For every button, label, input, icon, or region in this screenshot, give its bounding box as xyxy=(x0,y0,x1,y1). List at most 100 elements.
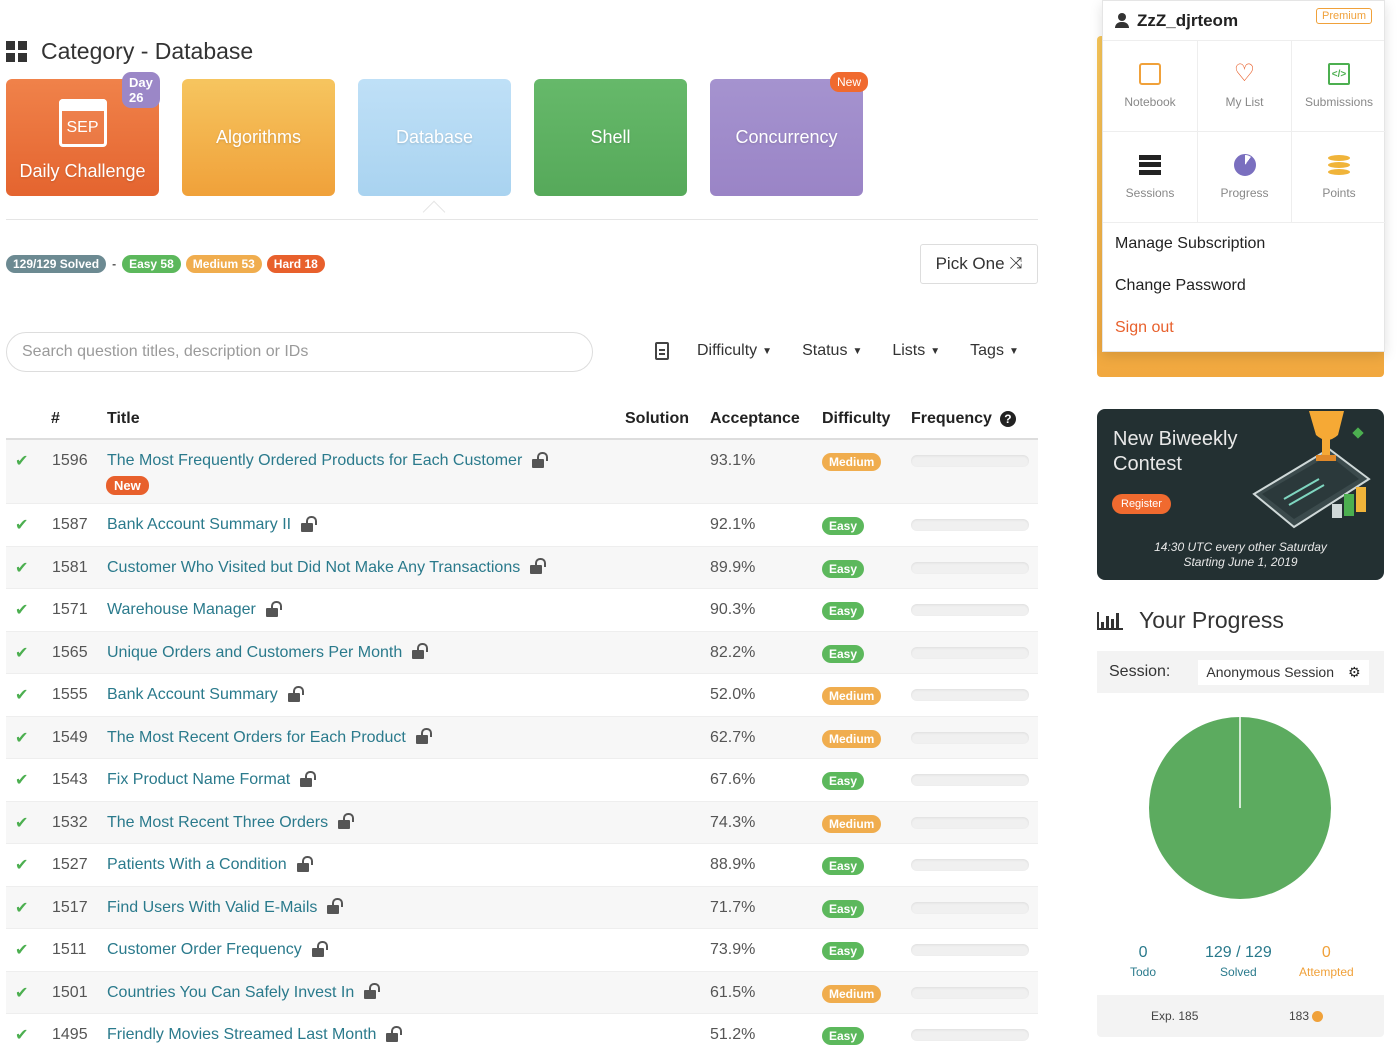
filter-tags[interactable]: Tags ▼ xyxy=(970,342,1019,359)
caret-down-icon: ▼ xyxy=(1008,345,1019,357)
tile-my-list[interactable]: ♡ My List xyxy=(1198,41,1292,132)
problem-id: 1596 xyxy=(52,452,88,469)
difficulty-badge: Easy xyxy=(822,602,865,620)
problem-title-link[interactable]: Bank Account Summary xyxy=(107,685,304,704)
session-bar: Session: Anonymous Session ⚙ xyxy=(1097,651,1384,693)
acceptance-rate: 52.0% xyxy=(710,686,756,703)
table-row: ✔ 1495 Friendly Movies Streamed Last Month… xyxy=(6,1014,1038,1055)
table-row: ✔ 1511 Customer Order Frequency 73.9% Easy xyxy=(6,929,1038,972)
new-badge: New xyxy=(106,476,149,495)
new-badge: New xyxy=(830,72,869,92)
caret-down-icon: ▼ xyxy=(852,345,863,357)
unlock-icon xyxy=(364,983,381,999)
acceptance-rate: 71.7% xyxy=(710,898,756,916)
check-icon: ✔ xyxy=(15,1027,29,1044)
unlock-icon xyxy=(386,1025,403,1042)
calendar-icon: SEP xyxy=(58,99,107,147)
problem-id: 1571 xyxy=(52,601,88,618)
frequency-bar xyxy=(911,816,1029,829)
filter-lists[interactable]: Lists ▼ xyxy=(892,342,941,359)
sign-out-link[interactable]: Sign out xyxy=(1115,319,1174,336)
tile-notebook[interactable]: Notebook xyxy=(1103,41,1198,132)
caret-down-icon: ▼ xyxy=(762,345,773,357)
card-concurrency[interactable]: Concurrency xyxy=(710,79,863,196)
header-difficulty[interactable]: Difficulty xyxy=(822,410,891,427)
easy-count-badge: Easy 58 xyxy=(122,255,181,273)
experience-bar: Exp. 185 183 xyxy=(1097,995,1384,1037)
table-row: ✔ 1532 The Most Recent Three Orders 74.3% Me… xyxy=(6,801,1038,844)
register-button[interactable]: Register xyxy=(1112,494,1171,514)
check-icon: ✔ xyxy=(15,602,29,619)
problem-title-link[interactable]: Warehouse Manager xyxy=(107,600,282,619)
difficulty-badge: Easy xyxy=(822,942,865,960)
problem-title-link[interactable]: Countries You Can Safely Invest In xyxy=(107,983,381,1002)
problem-title-link[interactable]: Find Users With Valid E-Mails xyxy=(107,898,344,917)
solve-stats: 129/129 Solved - Easy 58 Medium 53 Hard … xyxy=(6,255,325,273)
problem-title-link[interactable]: Unique Orders and Customers Per Month xyxy=(107,643,429,662)
problem-table: # Title Solution Acceptance Difficulty F… xyxy=(6,396,1038,1055)
problem-title-link[interactable]: Bank Account Summary II xyxy=(107,515,318,534)
card-database[interactable]: Database xyxy=(358,79,511,196)
card-algorithms[interactable]: Algorithms xyxy=(182,79,335,196)
solved-stat: 129 / 129 Solved xyxy=(1205,944,1272,979)
difficulty-badge: Easy xyxy=(822,1027,865,1045)
table-body: ✔ 1596 The Most Frequently Ordered Product… xyxy=(6,440,1038,1055)
difficulty-badge: Easy xyxy=(822,857,865,875)
experience-value: Exp. 185 xyxy=(1151,1009,1199,1023)
contest-banner[interactable]: New Biweekly Contest Register 14:30 UTC … xyxy=(1097,409,1384,580)
problem-id: 1549 xyxy=(52,728,88,746)
document-icon[interactable] xyxy=(655,342,669,360)
problem-title-link[interactable]: Fix Product Name Format xyxy=(107,770,317,789)
difficulty-badge: Medium xyxy=(822,984,882,1003)
table-row: ✔ 1517 Find Users With Valid E-Mails 71.7% E… xyxy=(6,886,1038,929)
tile-progress[interactable]: Progress xyxy=(1198,132,1292,223)
difficulty-badge: Medium xyxy=(822,814,882,833)
unlock-icon xyxy=(532,451,549,468)
manage-subscription-link[interactable]: Manage Subscription xyxy=(1115,235,1266,252)
table-row: ✔ 1555 Bank Account Summary 52.0% Medium xyxy=(6,674,1038,717)
search-input[interactable] xyxy=(6,332,593,372)
problem-title-link[interactable]: The Most Recent Three Orders xyxy=(107,813,355,832)
problem-id: 1501 xyxy=(52,983,88,1001)
frequency-bar xyxy=(911,1029,1029,1041)
username: ZzZ_djrteom xyxy=(1137,10,1239,30)
problem-id: 1587 xyxy=(52,516,88,533)
problem-title-link[interactable]: Customer Who Visited but Did Not Make An… xyxy=(107,558,547,577)
difficulty-badge: Medium xyxy=(822,729,882,748)
problem-title-link[interactable]: The Most Frequently Ordered Products for… xyxy=(107,451,549,470)
tile-submissions[interactable]: </> Submissions xyxy=(1292,41,1386,132)
header-title[interactable]: Title xyxy=(107,410,140,427)
todo-stat: 0 Todo xyxy=(1130,944,1157,979)
header-acceptance[interactable]: Acceptance xyxy=(710,410,800,427)
header-frequency[interactable]: Frequency? xyxy=(911,410,1016,428)
page-title-text: Category - Database xyxy=(41,38,254,64)
table-row: ✔ 1501 Countries You Can Safely Invest In 6… xyxy=(6,971,1038,1014)
filter-status[interactable]: Status ▼ xyxy=(802,342,863,359)
check-icon: ✔ xyxy=(15,772,29,789)
tile-points[interactable]: Points xyxy=(1292,132,1386,223)
problem-id: 1532 xyxy=(52,813,88,831)
problem-title-link[interactable]: The Most Recent Orders for Each Product xyxy=(107,728,432,747)
change-password-link[interactable]: Change Password xyxy=(1115,277,1246,294)
acceptance-rate: 67.6% xyxy=(710,771,756,788)
pick-one-button[interactable]: Pick One ⤨ xyxy=(920,244,1038,284)
problem-title-link[interactable]: Friendly Movies Streamed Last Month xyxy=(107,1025,403,1044)
session-select[interactable]: Anonymous Session ⚙ xyxy=(1198,659,1369,685)
card-shell[interactable]: Shell xyxy=(534,79,687,196)
acceptance-rate: 82.2% xyxy=(710,643,756,661)
header-solution[interactable]: Solution xyxy=(625,410,689,427)
problem-title-link[interactable]: Patients With a Condition xyxy=(107,855,313,874)
header-num[interactable]: # xyxy=(51,410,60,427)
table-row: ✔ 1527 Patients With a Condition 88.9% Easy xyxy=(6,844,1038,887)
acceptance-rate: 61.5% xyxy=(710,983,756,1001)
medium-count-badge: Medium 53 xyxy=(185,255,262,273)
frequency-bar xyxy=(911,859,1029,871)
caret-down-icon: ▼ xyxy=(930,345,941,357)
gear-icon[interactable]: ⚙ xyxy=(1348,663,1361,680)
difficulty-badge: Easy xyxy=(822,559,865,578)
problem-title-link[interactable]: Customer Order Frequency xyxy=(107,940,328,959)
filter-difficulty[interactable]: Difficulty ▼ xyxy=(697,342,773,359)
tile-sessions[interactable]: Sessions xyxy=(1103,132,1198,223)
problem-id: 1517 xyxy=(52,898,88,916)
help-icon[interactable]: ? xyxy=(999,411,1016,427)
